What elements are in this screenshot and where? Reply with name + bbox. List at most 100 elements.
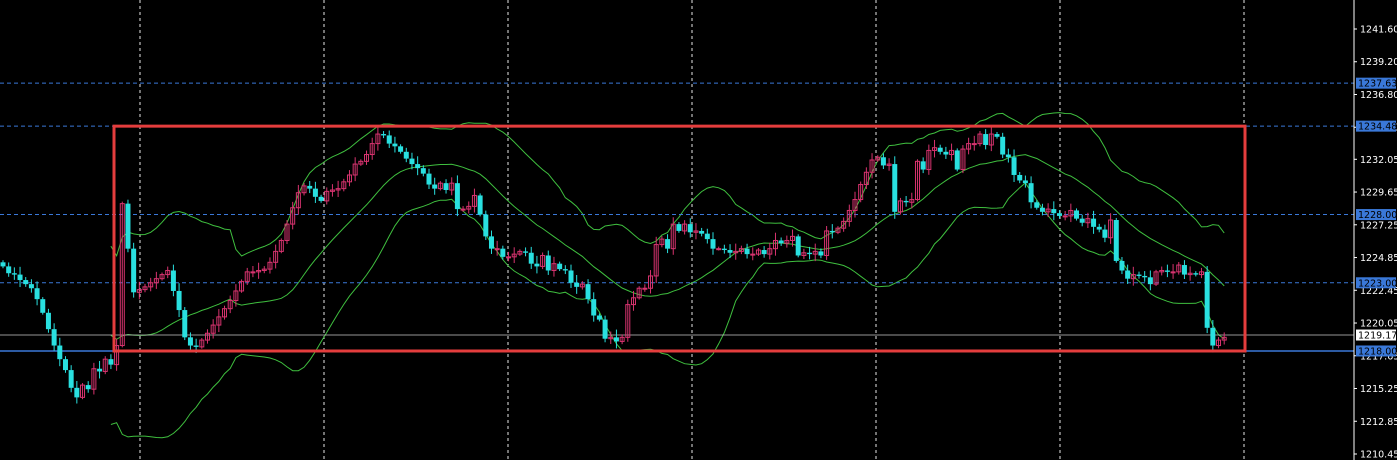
candle-body-down <box>500 248 506 257</box>
candle-body-up <box>136 289 142 293</box>
candle-body-down <box>392 143 398 147</box>
candle-body-down <box>778 240 784 244</box>
candle-body-up <box>716 248 722 251</box>
candle-body-up <box>971 143 977 146</box>
candle-body-up <box>494 248 500 251</box>
candle-body-up <box>256 269 262 273</box>
candle-body-down <box>954 150 960 170</box>
candle-body-up <box>1159 269 1165 273</box>
candle-body-up <box>988 133 994 146</box>
candle-body-up <box>960 148 966 171</box>
candle-body-down <box>1034 202 1040 208</box>
candle-body-down <box>704 233 710 240</box>
candle-body-up <box>437 182 443 190</box>
candle-body-up <box>91 368 97 390</box>
candle-body-up <box>1045 208 1051 213</box>
candle-body-down <box>187 337 193 346</box>
candle-body-up <box>790 235 796 241</box>
candle-body-up <box>977 133 983 145</box>
candle-body-down <box>807 252 813 255</box>
candle-body-up <box>926 149 932 171</box>
candle-body-down <box>432 184 438 189</box>
candle-body-down <box>409 158 415 165</box>
candle-body-up <box>551 263 557 271</box>
candle-body-up <box>540 254 546 267</box>
candle-body-down <box>562 269 568 271</box>
candle-body-down <box>1193 273 1199 275</box>
candle-body-down <box>795 236 801 256</box>
candle-body-up <box>653 244 659 277</box>
candle-body-down <box>727 250 733 253</box>
candle-body-down <box>40 299 46 313</box>
candle-body-up <box>1216 339 1222 347</box>
candle-body-up <box>301 185 307 194</box>
candle-body-down <box>420 168 426 174</box>
candle-body-up <box>932 147 938 151</box>
level-flag-label: 1237.63 <box>1358 79 1397 90</box>
candle-body-up <box>750 253 756 256</box>
candle-body-up <box>755 249 761 255</box>
candle-body-down <box>761 250 767 255</box>
candle-body-down <box>415 164 421 169</box>
candle-body-up <box>909 199 915 203</box>
candle-body-down <box>676 224 682 231</box>
level-flag <box>1356 77 1396 89</box>
candle-body-down <box>1113 220 1119 261</box>
candle-body-up <box>358 160 364 165</box>
candle-body-down <box>34 288 40 300</box>
candle-body-up <box>693 230 699 233</box>
candle-body-up <box>914 160 920 201</box>
candle-body-down <box>1136 274 1142 276</box>
candle-body-up <box>222 308 228 318</box>
candle-body-down <box>557 263 563 270</box>
axis-tick-label: 1224.85 <box>1360 253 1397 264</box>
candle-body-down <box>1017 174 1023 181</box>
candle-body-up <box>278 239 284 252</box>
candle-body-up <box>233 290 239 302</box>
candle-body-up <box>846 209 852 222</box>
candle-body-down <box>6 266 12 274</box>
candle-body-up <box>858 184 864 201</box>
candle-body-up <box>324 190 330 202</box>
candle-body-down <box>1164 270 1170 272</box>
candle-body-up <box>1130 274 1136 280</box>
candle-body-down <box>125 203 131 249</box>
level-flag-label: 1218.00 <box>1358 346 1397 357</box>
candle-body-up <box>1221 336 1227 341</box>
candle-body-down <box>1119 260 1125 271</box>
candle-body-down <box>0 262 6 267</box>
candle-body-up <box>897 200 903 213</box>
candle-body-down <box>665 239 671 249</box>
candle-body-up <box>863 171 869 186</box>
candle-body-up <box>659 238 665 246</box>
candle-body-down <box>398 146 404 152</box>
candle-body-down <box>381 134 387 136</box>
candle-body-up <box>216 316 222 326</box>
range-box <box>112 124 1247 353</box>
candle-body-down <box>943 151 949 155</box>
candle-body-down <box>710 239 716 249</box>
candle-body-up <box>119 203 125 347</box>
candle-body-down <box>443 183 449 190</box>
candle-body-down <box>51 329 57 346</box>
candle-body-down <box>1091 218 1097 227</box>
candle-body-up <box>290 207 296 225</box>
candle-body-up <box>886 163 892 166</box>
candle-body-down <box>1056 213 1062 216</box>
candle-body-up <box>346 174 352 183</box>
axis-tick-label: 1222.45 <box>1360 286 1397 297</box>
candle-body-down <box>488 236 494 249</box>
candle-body-down <box>1142 275 1148 278</box>
candle-body-down <box>97 368 103 372</box>
candle-body-down <box>591 299 597 316</box>
candle-body-up <box>801 252 807 256</box>
candle-body-down <box>568 270 574 283</box>
candle-body-down <box>1051 209 1057 214</box>
axis-tick-label: 1232.05 <box>1360 155 1397 166</box>
candle-body-down <box>426 173 432 185</box>
price-axis: 1241.601239.201236.801234.401232.051229.… <box>1353 0 1397 460</box>
candle-body-down <box>170 270 176 291</box>
candle-body-down <box>1204 271 1210 328</box>
candle-body-up <box>619 336 625 342</box>
